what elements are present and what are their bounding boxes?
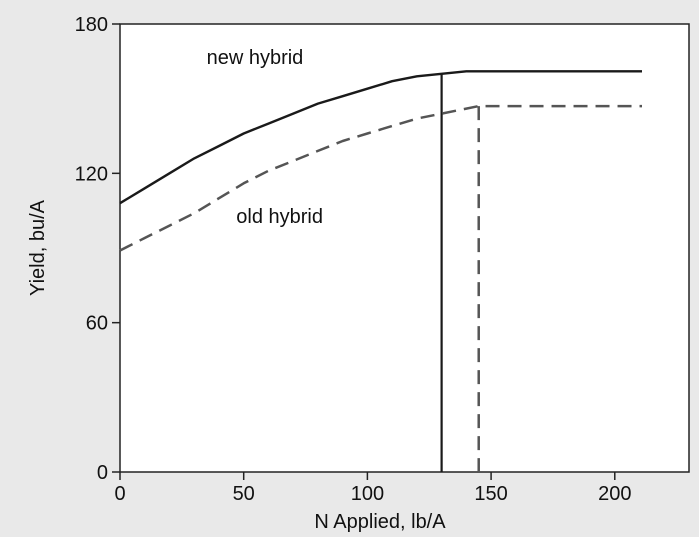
y-tick-label: 120 xyxy=(75,163,108,185)
y-tick-label: 180 xyxy=(75,14,108,36)
annotations-layer: new hybrid old hybrid xyxy=(207,47,323,228)
y-axis-title: Yield, bu/A xyxy=(27,199,49,296)
x-tick-label: 150 xyxy=(474,483,507,505)
series-line xyxy=(119,70,642,205)
x-axis-title: N Applied, lb/A xyxy=(314,511,446,533)
y-tick-label: 60 xyxy=(86,313,108,335)
markers-layer xyxy=(440,73,480,472)
x-tick-label: 100 xyxy=(351,483,384,505)
plot-area xyxy=(119,23,690,473)
x-tick-label: 0 xyxy=(114,483,125,505)
y-tick-label: 0 xyxy=(97,462,108,484)
x-tick-label: 50 xyxy=(233,483,255,505)
series-label: new hybrid xyxy=(207,47,304,69)
series-layer xyxy=(119,70,642,252)
ticks-layer: 0 60 120 180 0 50 100 150 200 xyxy=(75,14,632,505)
x-tick-label: 200 xyxy=(598,483,631,505)
series-label: old hybrid xyxy=(236,206,323,228)
